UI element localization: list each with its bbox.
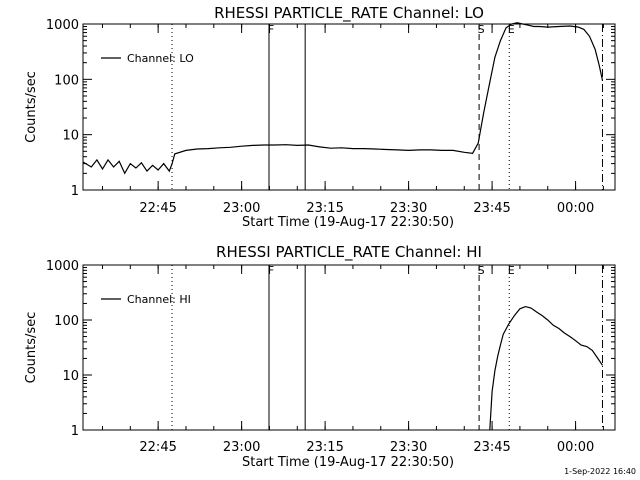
y-tick-label: 10: [62, 129, 79, 144]
x-tick-label: 23:45: [473, 201, 510, 216]
y-tick-label: 10: [62, 369, 79, 384]
y-tick-label: 100: [54, 73, 79, 88]
event-marker-label: S: [478, 23, 485, 36]
chart-title: RHESSI PARTICLE_RATE Channel: HI: [216, 243, 482, 262]
event-marker-label: F: [268, 264, 274, 277]
y-tick-label: 1: [71, 184, 79, 199]
x-axis-label: Start Time (19-Aug-17 22:30:50): [242, 455, 454, 470]
x-tick-label: 23:30: [390, 201, 427, 216]
panel-hi: RHESSI PARTICLE_RATE Channel: HI 1 10 100 10…: [24, 243, 616, 470]
y-tick-label: 1000: [46, 259, 79, 274]
x-tick-label: 22:45: [139, 201, 176, 216]
legend-label: Channel: HI: [127, 293, 191, 306]
event-marker-label: F: [268, 23, 274, 36]
x-axis-label: Start Time (19-Aug-17 22:30:50): [242, 215, 454, 230]
legend-label: Channel: LO: [127, 52, 194, 65]
y-tick-label: 1: [71, 424, 79, 439]
x-tick-label: 23:00: [223, 201, 260, 216]
y-tick-label: 100: [54, 314, 79, 329]
panel-lo: RHESSI PARTICLE_RATE Channel: LO 1 10 100 10…: [24, 4, 616, 230]
plot-frame: [82, 23, 616, 191]
y-axis-label: Counts/sec: [24, 71, 39, 143]
plot-frame: [82, 264, 616, 431]
x-tick-label: 23:15: [306, 440, 343, 455]
y-axis-label: Counts/sec: [24, 312, 39, 384]
x-tick-label: 23:00: [223, 440, 260, 455]
x-tick-label: 00:00: [557, 201, 594, 216]
x-tick-label: 00:00: [557, 440, 594, 455]
series-line: [489, 305, 603, 431]
series-line: [82, 22, 604, 175]
date-stamp: 1-Sep-2022 16:40: [564, 467, 636, 476]
x-tick-label: 23:30: [390, 440, 427, 455]
event-marker-label: E: [508, 264, 515, 277]
event-marker-label: E: [508, 23, 515, 36]
y-tick-label: 1000: [46, 18, 79, 33]
x-tick-label: 23:45: [473, 440, 510, 455]
x-tick-label: 23:15: [306, 201, 343, 216]
x-tick-label: 22:45: [139, 440, 176, 455]
chart-title: RHESSI PARTICLE_RATE Channel: LO: [214, 4, 484, 23]
event-marker-label: S: [478, 264, 485, 277]
